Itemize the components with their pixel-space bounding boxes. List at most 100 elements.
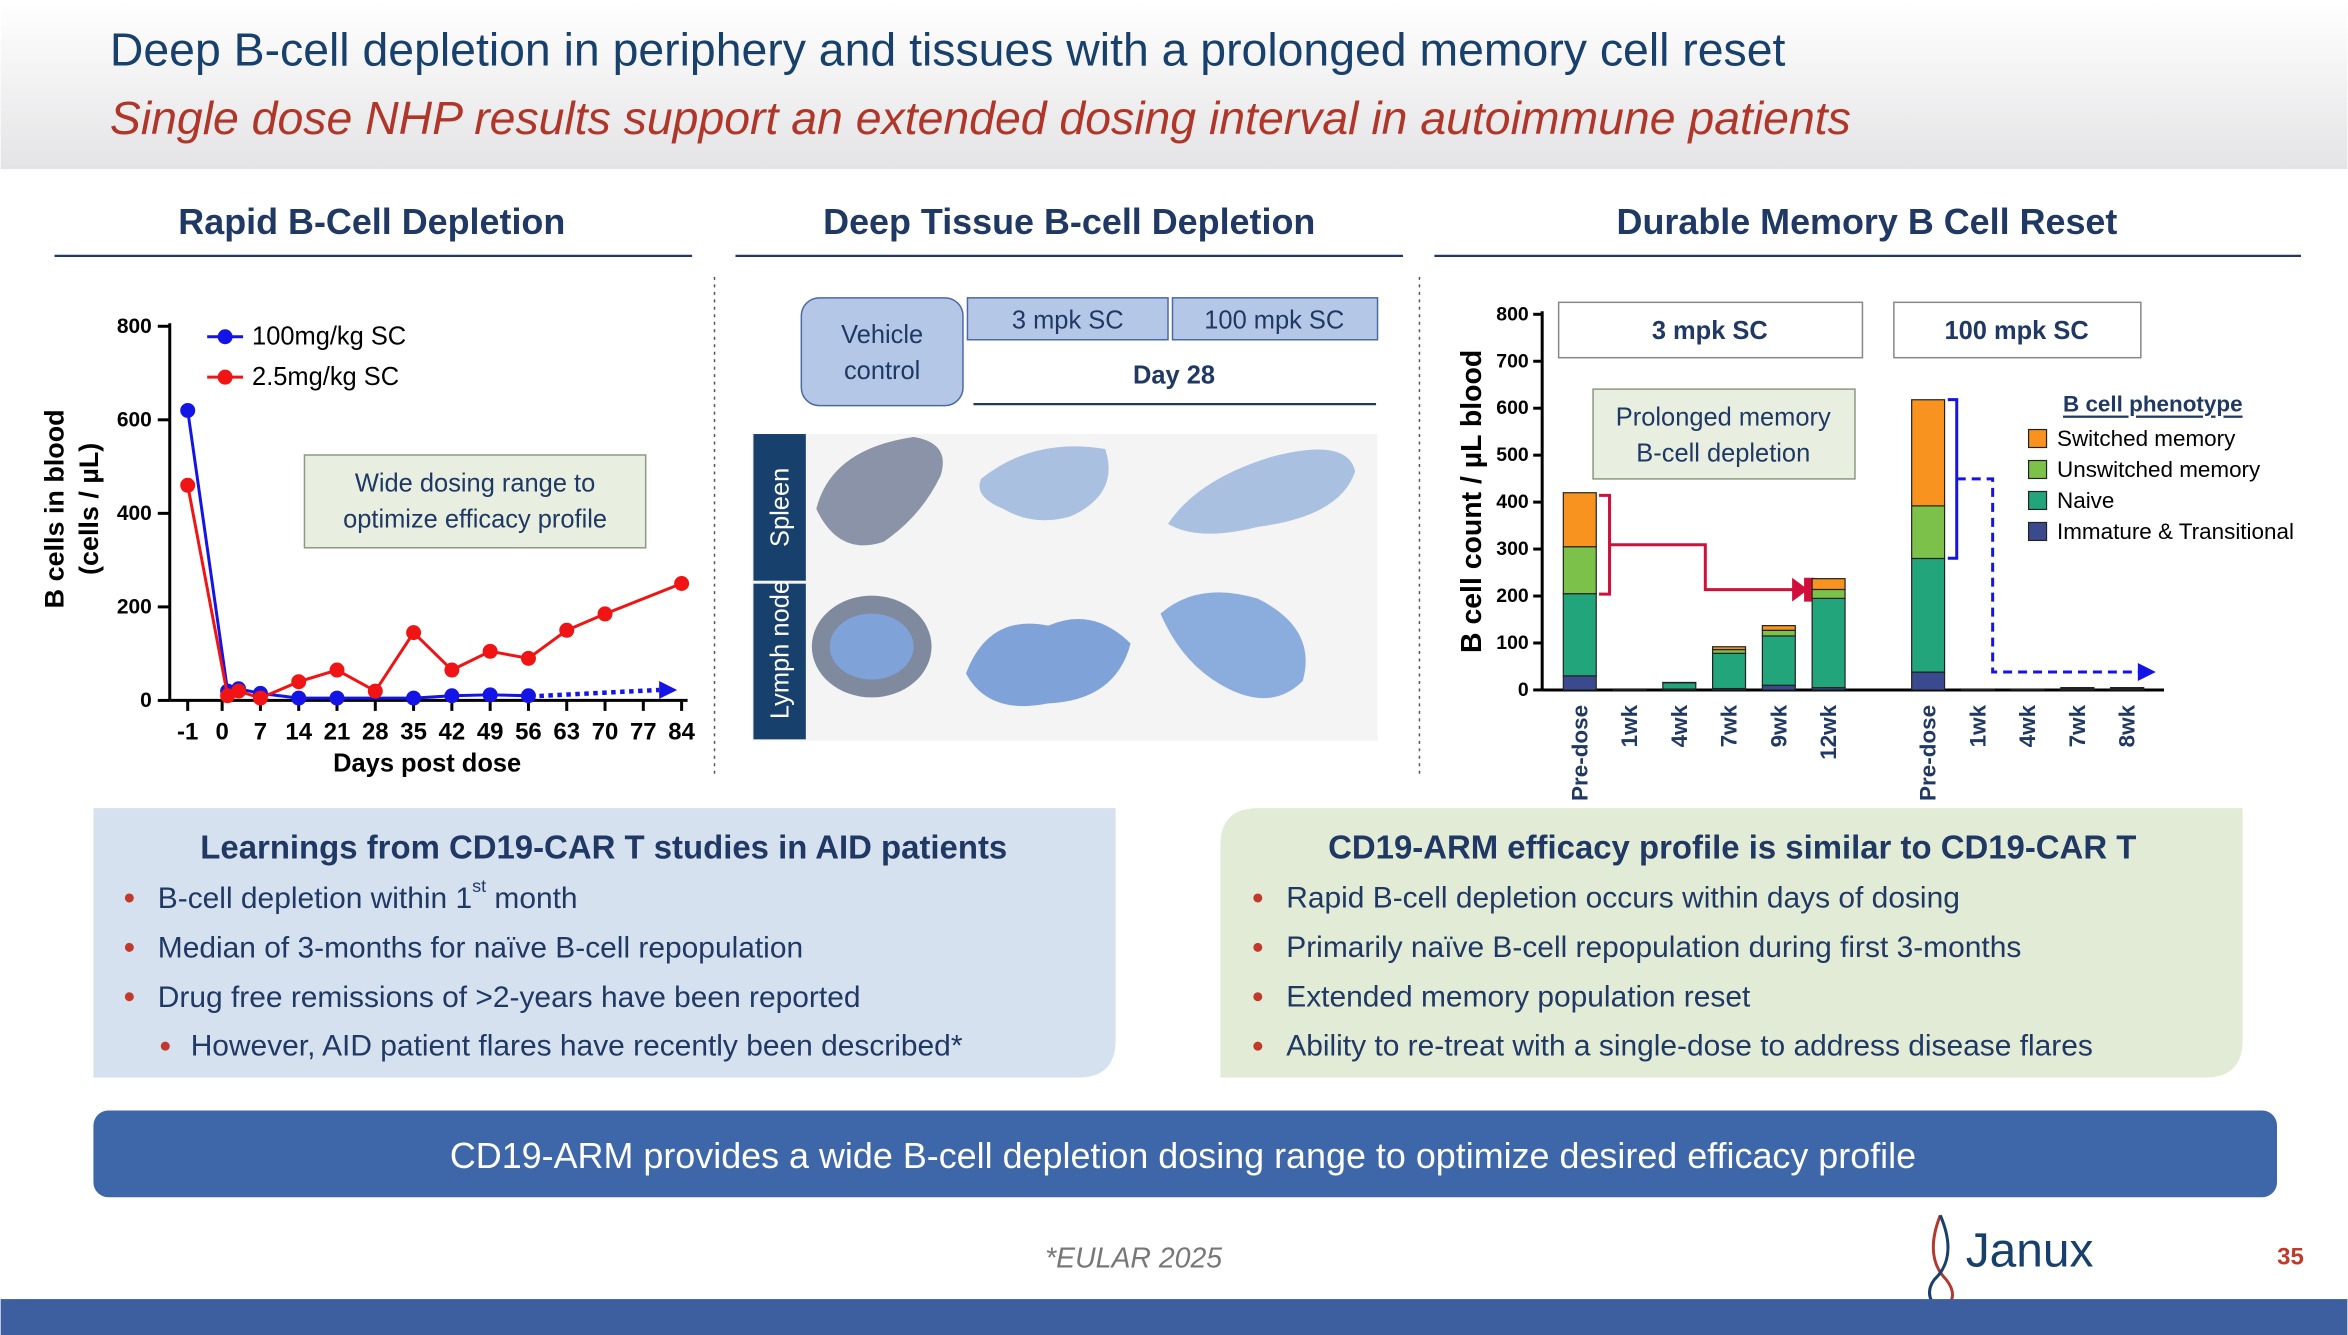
- bullet: Primarily naïve B-cell repopulation duri…: [1286, 931, 2021, 964]
- y-axis-label: (cells / µL): [74, 443, 104, 575]
- bar-segment: [1811, 597, 1846, 689]
- y-axis-label: B cells in blood: [40, 409, 70, 608]
- subtitle: Single dose NHP results support an exten…: [110, 92, 1851, 144]
- x-tick-label: 70: [592, 718, 619, 745]
- legend-title: B cell phenotype: [2063, 392, 2243, 417]
- x-tick-label: 28: [362, 718, 389, 745]
- annotation-box: [303, 454, 647, 549]
- y-tick-label: 800: [1496, 303, 1529, 325]
- bar-segment: [1811, 588, 1846, 599]
- point: [559, 622, 575, 638]
- learnings-box: [93, 808, 1116, 1078]
- banner: CD19-ARM provides a wide B-cell depletio…: [450, 1135, 1916, 1176]
- x-tick-label: 14: [285, 718, 312, 745]
- column-label: 100 mpk SC: [1204, 306, 1344, 334]
- annotation: Wide dosing range to: [355, 469, 595, 497]
- tissue-image: [979, 446, 1109, 521]
- bullet-dot: [124, 942, 134, 952]
- bar-segment: [1761, 629, 1796, 637]
- y-tick-label: 400: [117, 502, 152, 525]
- separators: [713, 276, 1421, 779]
- bar-segment: [1712, 652, 1747, 690]
- legend-label: Naive: [2057, 488, 2114, 513]
- bar-segment: [1562, 492, 1597, 548]
- point: [252, 690, 268, 706]
- point: [520, 688, 536, 704]
- legend-swatch: [2027, 428, 2048, 449]
- y-tick-label: 0: [140, 689, 152, 712]
- y-tick-label: 600: [1496, 397, 1529, 419]
- y-tick-label: 800: [117, 315, 152, 338]
- x-tick-label: 7wk: [1717, 704, 1742, 747]
- x-tick-label: 63: [553, 718, 580, 745]
- y-tick-label: 300: [1496, 538, 1529, 560]
- legend-marker: [217, 329, 233, 345]
- x-tick-label: -1: [177, 718, 198, 745]
- x-tick-label: Pre-dose: [1916, 705, 1941, 801]
- title: Deep B-cell depletion in periphery and t…: [110, 23, 1786, 75]
- bar-segment: [1562, 593, 1597, 677]
- point: [520, 650, 536, 666]
- legend-swatch: [2027, 490, 2048, 511]
- legend-label: Unswitched memory: [2057, 457, 2261, 482]
- point: [674, 576, 690, 591]
- tissue-image: [1168, 449, 1356, 534]
- footnote: *EULAR 2025: [1045, 1243, 1222, 1275]
- x-axis-label: Days post dose: [333, 749, 521, 777]
- bar-segment: [1911, 399, 1946, 507]
- legend-label: Immature & Transitional: [2057, 519, 2294, 544]
- header-cell: [966, 297, 1169, 341]
- bullet-text: month: [486, 881, 577, 914]
- bullet-text: Median of 3-months for naïve B-cell repo…: [158, 931, 803, 964]
- point: [444, 688, 460, 704]
- tissue-panel: Vehicle control 3 mpk SC 100 mpk SC Day …: [751, 297, 1379, 741]
- legend-marker: [217, 369, 233, 385]
- bar-segment: [1911, 557, 1946, 673]
- bullet-dot: [1253, 893, 1263, 903]
- bar-segment: [1911, 671, 1946, 691]
- x-tick-label: 84: [668, 718, 695, 745]
- bullet: B-cell depletion within 1st month: [158, 876, 578, 914]
- annotation: B-cell depletion: [1636, 439, 1810, 467]
- x-tick-label: 12wk: [1816, 704, 1841, 759]
- section-title: Deep Tissue B-cell Depletion: [823, 201, 1315, 242]
- x-tick-label: 8wk: [2115, 704, 2140, 747]
- point: [367, 683, 383, 699]
- row-label-bg: [753, 434, 806, 581]
- arrow: [539, 687, 660, 699]
- x-tick-label: 1wk: [1965, 704, 1990, 747]
- bar-segment: [1562, 546, 1597, 595]
- bar-segment: [1712, 646, 1747, 651]
- bar-segment: [1911, 505, 1946, 560]
- point: [406, 690, 422, 706]
- group-label: 3 mpk SC: [1652, 317, 1768, 345]
- bullet-text: Drug free remissions of >2-years have be…: [158, 980, 861, 1013]
- sub-bullet: However, AID patient flares have recentl…: [191, 1030, 963, 1063]
- arrow-head: [659, 680, 678, 699]
- y-tick-label: 500: [1496, 444, 1529, 466]
- annotation-box: [1592, 388, 1856, 480]
- section-title: Rapid B-Cell Depletion: [178, 201, 565, 242]
- day-label: Day 28: [1133, 362, 1215, 390]
- legend-label: 100mg/kg SC: [252, 323, 406, 351]
- y-tick-label: 100: [1496, 632, 1529, 654]
- y-tick-label: 400: [1496, 491, 1529, 513]
- y-tick-label: 200: [117, 595, 152, 618]
- arrow: [1956, 477, 2141, 674]
- bullet-dot: [1253, 1041, 1263, 1051]
- x-tick-label: 35: [400, 718, 427, 745]
- y-tick-label: 0: [1518, 679, 1529, 701]
- point: [329, 690, 345, 706]
- x-tick-label: 42: [439, 718, 466, 745]
- bracket: [1947, 398, 1959, 560]
- y-axis-label: B cell count / µL blood: [1456, 350, 1488, 653]
- section-title: Durable Memory B Cell Reset: [1617, 201, 2118, 242]
- row-label-bg: [753, 583, 806, 740]
- bullet: Rapid B-cell depletion occurs within day…: [1286, 881, 1960, 914]
- box-title: Learnings from CD19-CAR T studies in AID…: [200, 829, 1007, 866]
- bullet: Extended memory population reset: [1286, 980, 1751, 1013]
- x-tick-label: 56: [515, 718, 542, 745]
- series-line: [186, 410, 529, 700]
- x-tick-label: 1wk: [1617, 704, 1642, 747]
